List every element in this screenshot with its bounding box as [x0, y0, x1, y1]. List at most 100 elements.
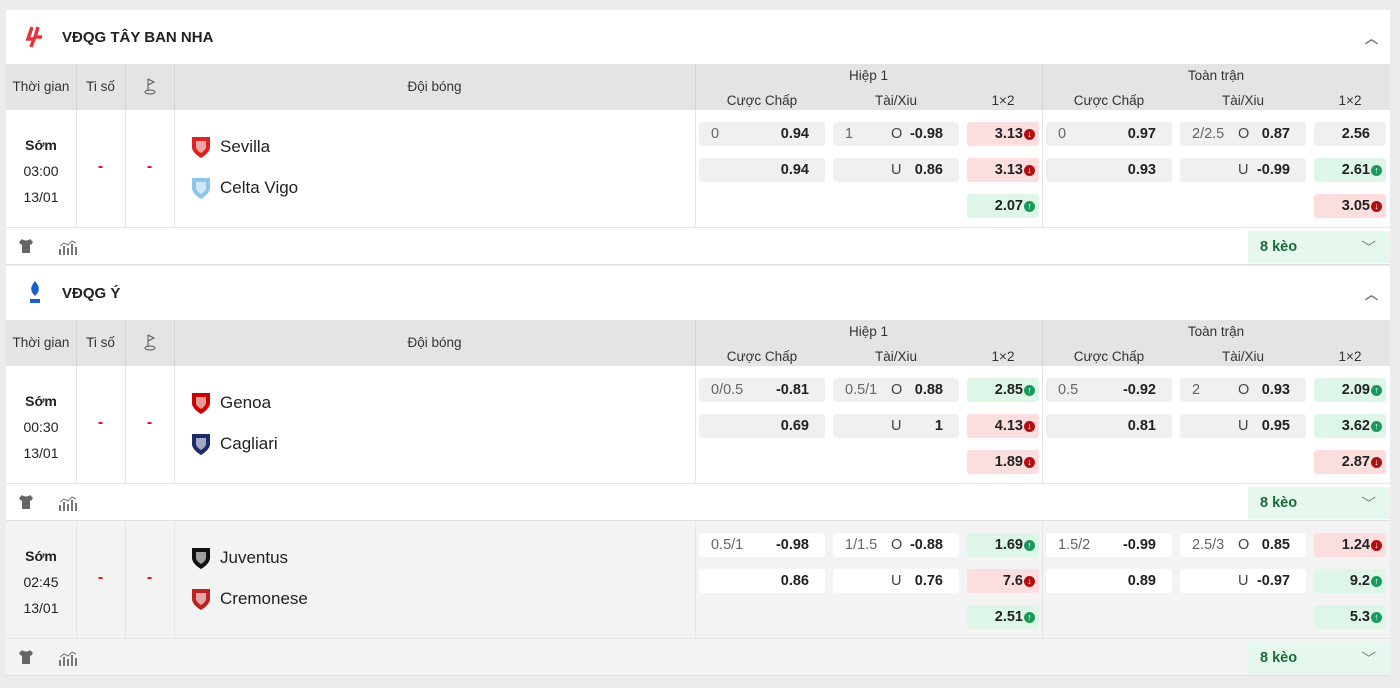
match-time: Sớm 02:45 13/01 — [6, 543, 76, 621]
team-away[interactable]: Cremonese — [190, 587, 308, 611]
match-row[interactable]: Sớm 00:30 13/01 - - Genoa Cagliari 0/0.5 -0.81 0.… — [6, 366, 1390, 484]
match-time: Sớm 03:00 13/01 — [6, 132, 76, 210]
1x2-odds[interactable]: 2.85 ↑ — [967, 378, 1039, 402]
over-under-odds[interactable]: U 0.76 — [833, 569, 959, 593]
1x2-odds[interactable]: 4.13 ↓ — [967, 414, 1039, 438]
1x2-odds[interactable]: 7.6 ↓ — [967, 569, 1039, 593]
trend-up-icon: ↑ — [1371, 384, 1382, 396]
odds-value: 0.88 — [914, 382, 943, 398]
ou-line: 2.5/3 — [1192, 537, 1225, 553]
jersey-icon[interactable] — [18, 649, 34, 670]
stats-chart-icon[interactable] — [58, 494, 78, 517]
jersey-icon[interactable] — [18, 494, 34, 515]
1x2-odds[interactable]: 2.51 ↑ — [967, 605, 1039, 629]
stats-chart-icon[interactable] — [58, 649, 78, 672]
1x2-odds[interactable]: 3.13 ↓ — [967, 158, 1039, 182]
over-under-odds[interactable]: U -0.97 — [1180, 569, 1306, 593]
handicap-odds[interactable]: 0.93 — [1046, 158, 1172, 182]
more-odds-button[interactable]: 8 kèo ﹀ — [1248, 231, 1390, 263]
chevron-down-icon: ﹀ — [1361, 651, 1377, 668]
team-away[interactable]: Celta Vigo — [190, 176, 298, 200]
odds-number: 1.89 — [994, 454, 1023, 470]
over-under-odds[interactable]: 1/1.5 O -0.88 — [833, 533, 959, 557]
handicap-odds[interactable]: 0.69 — [699, 414, 825, 438]
collapse-chevron-icon[interactable]: ︿ — [1364, 287, 1378, 302]
1x2-odds[interactable]: 5.3 ↑ — [1314, 605, 1386, 629]
team-away[interactable]: Cagliari — [190, 432, 278, 456]
over-under-odds[interactable]: U -0.99 — [1180, 158, 1306, 182]
1x2-odds[interactable]: 1.89 ↓ — [967, 450, 1039, 474]
over-under-odds[interactable]: 1 O -0.98 — [833, 122, 959, 146]
divider — [1042, 366, 1043, 483]
league-section: VĐQG Ý ︿ Thời gian Ti số Đội bóng Hiệp 1 Toàn … — [6, 266, 1390, 676]
1x2-odds[interactable]: 3.13 ↓ — [967, 122, 1039, 146]
handicap-odds[interactable]: 0.94 — [699, 158, 825, 182]
handicap-odds[interactable]: 0.86 — [699, 569, 825, 593]
stats-chart-icon[interactable] — [58, 238, 78, 261]
1x2-odds[interactable]: 2.87 ↓ — [1314, 450, 1386, 474]
kickoff-time: 02:45 — [23, 574, 59, 590]
handicap-odds[interactable]: 0.89 — [1046, 569, 1172, 593]
odds-value: 3.13 ↓ — [995, 126, 1035, 142]
handicap-odds[interactable]: 0.81 — [1046, 414, 1172, 438]
ou-side: U — [1238, 418, 1249, 434]
over-under-odds[interactable]: U 0.86 — [833, 158, 959, 182]
1x2-odds[interactable]: 3.05 ↓ — [1314, 194, 1386, 218]
1x2-odds[interactable]: 2.07 ↑ — [967, 194, 1039, 218]
trend-up-icon: ↑ — [1024, 384, 1035, 396]
over-under-odds[interactable]: 2/2.5 O 0.87 — [1180, 122, 1306, 146]
1x2-odds[interactable]: 2.09 ↑ — [1314, 378, 1386, 402]
over-under-odds[interactable]: U 0.95 — [1180, 414, 1306, 438]
handicap-odds[interactable]: 0.5 -0.92 — [1046, 378, 1172, 402]
1x2-odds[interactable]: 1.69 ↑ — [967, 533, 1039, 557]
col-handicap: Cược Chấp — [1073, 349, 1145, 364]
more-odds-button[interactable]: 8 kèo ﹀ — [1248, 642, 1390, 674]
odds-value: 3.13 ↓ — [995, 162, 1035, 178]
1x2-odds[interactable]: 3.62 ↑ — [1314, 414, 1386, 438]
odds-value: 0.97 — [1127, 126, 1156, 142]
over-under-odds[interactable]: 2.5/3 O 0.85 — [1180, 533, 1306, 557]
match-row[interactable]: Sớm 03:00 13/01- - Sevilla Celta Vigo 0 0.94 0.9… — [6, 110, 1390, 228]
chevron-down-icon: ﹀ — [1361, 240, 1377, 257]
more-odds-button[interactable]: 8 kèo ﹀ — [1248, 487, 1390, 519]
divider — [125, 320, 126, 366]
ou-side: U — [891, 573, 902, 589]
over-under-odds[interactable]: 2 O 0.93 — [1180, 378, 1306, 402]
1x2-odds[interactable]: 2.56 — [1314, 122, 1386, 146]
divider — [76, 110, 77, 227]
team-home[interactable]: Juventus — [190, 546, 288, 570]
league-header[interactable]: VĐQG TÂY BAN NHA ︿ — [6, 10, 1390, 64]
odds-value: 0.76 — [914, 573, 943, 589]
divider — [125, 64, 126, 110]
odds-number: 7.6 — [1002, 573, 1023, 589]
handicap-odds[interactable]: 0.5/1 -0.98 — [699, 533, 825, 557]
col-half1: Hiệp 1 — [848, 324, 889, 339]
trend-up-icon: ↑ — [1371, 611, 1382, 623]
col-handicap: Cược Chấp — [726, 93, 798, 108]
odds-number: 3.13 — [994, 126, 1023, 142]
odds-value: -0.98 — [775, 537, 809, 553]
1x2-odds[interactable]: 1.24 ↓ — [1314, 533, 1386, 557]
divider — [125, 110, 126, 227]
collapse-chevron-icon[interactable]: ︿ — [1364, 31, 1378, 46]
divider — [76, 521, 77, 638]
ou-side: O — [891, 382, 903, 398]
handicap-odds[interactable]: 0 0.94 — [699, 122, 825, 146]
1x2-odds[interactable]: 9.2 ↑ — [1314, 569, 1386, 593]
over-under-odds[interactable]: 0.5/1 O 0.88 — [833, 378, 959, 402]
jersey-icon[interactable] — [18, 238, 34, 259]
team-home[interactable]: Sevilla — [190, 135, 270, 159]
league-header[interactable]: VĐQG Ý ︿ — [6, 266, 1390, 320]
match-date: 13/01 — [23, 189, 59, 205]
handicap-odds[interactable]: 1.5/2 -0.99 — [1046, 533, 1172, 557]
team-name: Celta Vigo — [220, 178, 299, 197]
trend-up-icon: ↑ — [1371, 420, 1382, 432]
match-footer: 8 kèo ﹀ — [6, 639, 1390, 676]
1x2-odds[interactable]: 2.61 ↑ — [1314, 158, 1386, 182]
team-home[interactable]: Genoa — [190, 391, 271, 415]
handicap-odds[interactable]: 0 0.97 — [1046, 122, 1172, 146]
match-row[interactable]: Sớm 02:45 13/01 - - Juventus Cremonese 0.5/1 -0.… — [6, 521, 1390, 639]
handicap-odds[interactable]: 0/0.5 -0.81 — [699, 378, 825, 402]
col-x12: 1×2 — [1338, 349, 1362, 364]
